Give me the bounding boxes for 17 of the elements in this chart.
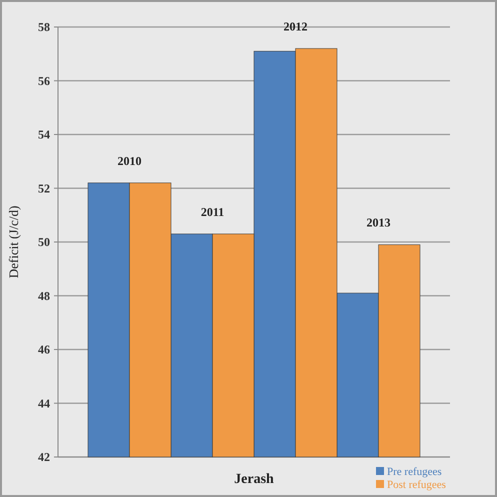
y-tick-label: 58 [38, 20, 50, 34]
legend-label: Pre refugees [387, 466, 442, 478]
y-tick-label: 42 [38, 450, 50, 464]
y-tick-label: 48 [38, 288, 50, 303]
y-tick-label: 46 [38, 342, 50, 357]
y-tick-label: 44 [38, 396, 50, 410]
y-tick-label: 56 [38, 74, 50, 88]
y-axis-title: Deficit (J/c/d) [6, 206, 21, 278]
x-tick-label: 2012 [284, 20, 308, 34]
x-tick-label: 2011 [200, 204, 224, 219]
y-tick-label: 54 [38, 128, 50, 142]
y-tick-label: 50 [38, 235, 50, 250]
x-axis-title: Jerash [234, 472, 274, 487]
x-tick-label: 2010 [118, 154, 142, 168]
legend-label: Post refugees [387, 479, 446, 491]
x-tick-label: 2013 [366, 216, 390, 230]
y-tick-label: 52 [38, 181, 50, 196]
